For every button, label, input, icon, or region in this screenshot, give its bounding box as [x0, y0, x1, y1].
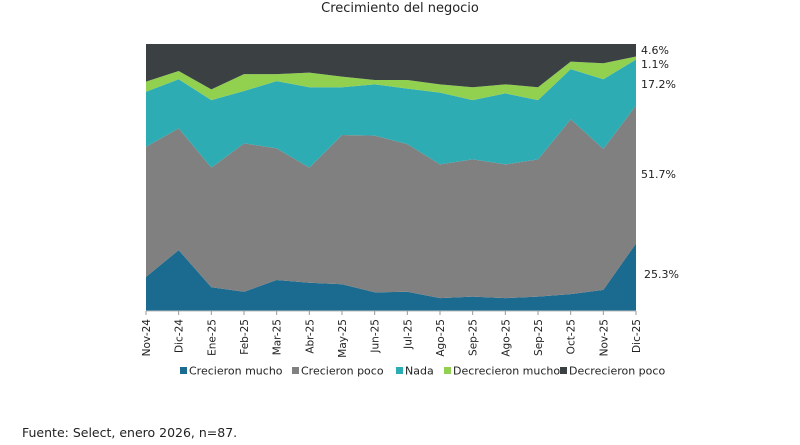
area-series-crecieron-poco [146, 105, 636, 299]
x-tick-label: Ago-25 [435, 319, 447, 357]
x-tick-label: Jul-25 [402, 319, 414, 350]
x-tick-label: Dic-25 [631, 319, 643, 353]
end-value-label-crecieron-poco: 51.7% [641, 168, 676, 181]
end-value-label-decrecieron-mucho: 1.1% [641, 58, 669, 71]
x-tick-label: Nov-24 [141, 319, 153, 357]
x-tick-label: Oct-25 [566, 319, 578, 354]
x-tick-label: Ene-25 [206, 319, 218, 356]
x-tick-label: Dic-24 [174, 319, 186, 353]
x-tick-label: Nov-25 [598, 319, 610, 356]
end-value-label-nada: 17.2% [641, 78, 676, 91]
end-value-label-crecieron-mucho: 25.3% [644, 268, 679, 281]
legend-label: Nada [405, 365, 434, 378]
x-tick-label: Sep-25 [468, 319, 480, 356]
area-series-crecieron-mucho [146, 243, 636, 311]
area-series-decrecieron-poco [146, 44, 636, 90]
legend-swatch [180, 367, 187, 374]
legend-label: Decrecieron poco [569, 365, 665, 378]
legend-label: Crecieron mucho [189, 365, 283, 378]
chart-title: Crecimiento del negocio [321, 1, 479, 16]
x-tick-label: Abr-25 [304, 319, 316, 354]
end-value-label-decrecieron-poco: 4.6% [641, 44, 669, 57]
source-footnote: Fuente: Select, enero 2026, n=87. [22, 425, 238, 440]
legend-swatch [396, 367, 403, 374]
x-tick-label: Ago-25 [500, 319, 512, 357]
area-series-nada [146, 59, 636, 168]
x-tick-label: Feb-25 [239, 319, 251, 355]
x-tick-label: May-25 [337, 319, 349, 358]
x-tick-label: Mar-25 [272, 319, 284, 355]
legend-label: Decrecieron mucho [453, 365, 560, 378]
x-tick-label: Sep-25 [533, 319, 545, 356]
legend-label: Crecieron poco [301, 365, 384, 378]
x-tick-label: Jun-25 [370, 319, 382, 354]
legend-swatch [292, 367, 299, 374]
area-series-decrecieron-mucho [146, 56, 636, 101]
legend-swatch [560, 367, 567, 374]
legend-swatch [444, 367, 451, 374]
